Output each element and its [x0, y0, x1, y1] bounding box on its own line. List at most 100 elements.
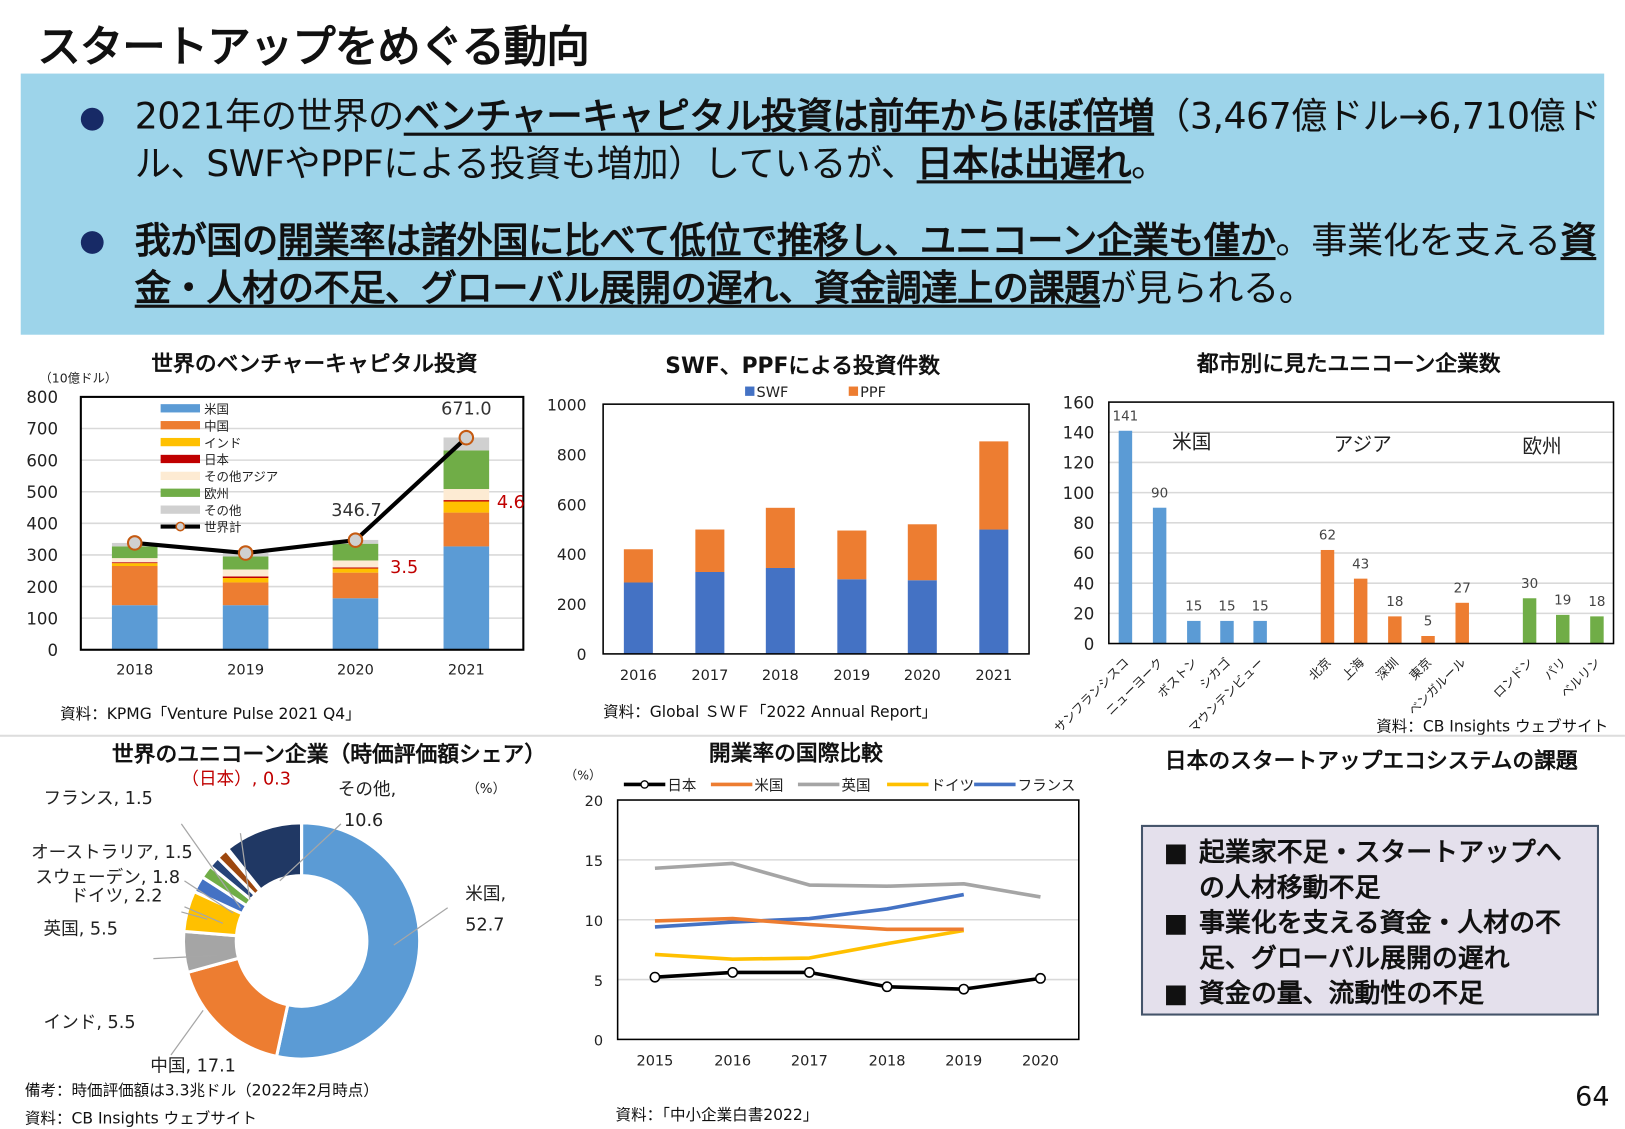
bar-segment-インド	[222, 578, 269, 583]
y-tick-label: 120	[1063, 454, 1095, 473]
bar-上海	[1353, 578, 1368, 644]
legend-label: 日本	[667, 778, 696, 795]
bar-segment-その他アジア	[222, 569, 269, 577]
text-segment: 2021年の世界の	[134, 96, 405, 138]
legend-marker	[640, 780, 649, 789]
x-tick-label: パリ	[1541, 655, 1569, 683]
y-tick-label: 600	[26, 451, 58, 470]
group-label: アジア	[1334, 433, 1392, 456]
issue-text: 資金の量、流動性の不足	[1198, 978, 1484, 1009]
issue-item: ■ 起業家不足・スタートアップへの人材移動不足	[1164, 835, 1587, 905]
x-tick-label: 2020	[1022, 1053, 1059, 1069]
legend-swatch	[848, 386, 859, 396]
plot-frame	[1108, 401, 1615, 645]
donut-slice-中国	[185, 956, 290, 1059]
total-marker	[347, 532, 364, 548]
x-tick-label: 2021	[448, 663, 485, 679]
group-label: 米国	[1172, 431, 1211, 454]
bar-segment-中国	[332, 572, 379, 599]
y-axis-unit: （10億ドル）	[39, 370, 117, 385]
x-tick-label: ロンドン	[1490, 655, 1536, 701]
x-tick-label: 2019	[227, 663, 264, 679]
y-tick-label: 500	[26, 483, 58, 502]
legend-swatch	[160, 488, 201, 497]
bar-segment-日本	[443, 500, 490, 502]
x-tick-label: 北京	[1306, 655, 1334, 683]
legend-swatch	[160, 437, 201, 447]
data-label: 4.6	[497, 493, 525, 513]
series-line-フランス	[654, 892, 965, 929]
legend-swatch	[160, 421, 201, 430]
square-bullet-icon: ■	[1163, 978, 1189, 1009]
x-tick-label: 2016	[620, 668, 657, 684]
legend-label: 中国	[204, 418, 229, 433]
x-tick-label: 2018	[869, 1053, 906, 1069]
bar-ボストン	[1187, 620, 1201, 644]
y-tick-label: 20	[585, 794, 603, 810]
bar-深圳	[1388, 616, 1402, 644]
legend-swatch	[160, 505, 201, 514]
swf-source: 資料：Global ＳＷＦ「2022 Annual Report」	[603, 702, 938, 722]
donut-chart-title: 世界のユニコーン企業（時価評価額シェア）	[111, 741, 547, 767]
bar-segment-米国	[111, 605, 158, 650]
data-label: 15	[1185, 599, 1202, 615]
unit-label: （%）	[466, 781, 506, 797]
total-line	[134, 436, 468, 556]
bar-segment-米国	[332, 598, 379, 650]
x-tick-label: 2017	[791, 1053, 828, 1069]
x-tick-label: 2020	[904, 668, 941, 684]
y-tick-label: 800	[26, 388, 58, 407]
data-label: 18	[1386, 594, 1403, 610]
bar-マウンテンビュー	[1253, 620, 1267, 644]
x-tick-label: 2021	[975, 668, 1012, 684]
bar-segment-日本	[222, 576, 269, 579]
legend-label: 欧州	[204, 486, 229, 501]
y-tick-label: 15	[585, 854, 603, 870]
y-tick-label: 100	[26, 609, 58, 628]
bar-segment-SWF	[979, 529, 1009, 654]
bar-segment-米国	[222, 605, 269, 650]
emphasis-segment: 開業率は諸外国に比べて低位で推移し、ユニコーン企業も僅か	[277, 220, 1276, 263]
vc-source: 資料：KPMG「Venture Pulse 2021 Q4」	[60, 704, 361, 724]
y-tick-label: 700	[26, 420, 58, 439]
bar-segment-日本	[111, 562, 158, 564]
bar-segment-中国	[222, 582, 269, 606]
legend-swatch	[160, 471, 201, 481]
issue-text: 起業家不足・スタートアップへの人材移動不足	[1198, 837, 1562, 903]
legend-label: PPF	[860, 385, 886, 401]
data-label: 5	[1424, 614, 1433, 630]
slice-value: 52.7	[465, 916, 504, 936]
x-tick-label: 上海	[1339, 655, 1367, 683]
leader-line	[393, 907, 449, 946]
y-tick-label: 0	[1084, 635, 1095, 654]
y-tick-label: 0	[594, 1034, 603, 1050]
slice-label: ドイツ, 2.2	[70, 887, 162, 907]
bar-segment-PPF	[623, 549, 653, 583]
y-tick-label: 200	[26, 578, 58, 597]
legend-marker	[175, 521, 186, 532]
bar-segment-中国	[111, 566, 158, 606]
bar-ベルリン	[1590, 616, 1604, 644]
data-label: 27	[1454, 580, 1471, 596]
bullet-icon	[80, 231, 104, 254]
bar-segment-PPF	[695, 529, 725, 572]
bar-segment-その他アジア	[443, 489, 490, 501]
y-tick-label: 60	[1073, 544, 1094, 563]
slice-label: （日本）, 0.3	[181, 769, 291, 789]
series-line-米国	[654, 916, 964, 932]
text-segment: 。事業化を支える	[1275, 220, 1561, 263]
series-marker	[958, 983, 970, 995]
bar-サンフランシスコ	[1118, 430, 1133, 644]
data-label: 30	[1521, 576, 1538, 592]
x-tick-label: 深圳	[1373, 655, 1401, 683]
text-segment: 。	[1131, 144, 1167, 186]
bar-segment-米国	[443, 546, 490, 650]
data-label: 18	[1588, 594, 1605, 610]
y-tick-label: 0	[577, 646, 587, 664]
data-label: 141	[1113, 408, 1139, 424]
swf-chart-title: SWF、PPFによる投資件数	[665, 353, 941, 379]
bar-segment-PPF	[979, 441, 1009, 530]
bar-東京	[1421, 635, 1435, 644]
emphasis-segment: ベンチャーキャピタル投資は前年からほぼ倍増	[403, 96, 1155, 138]
